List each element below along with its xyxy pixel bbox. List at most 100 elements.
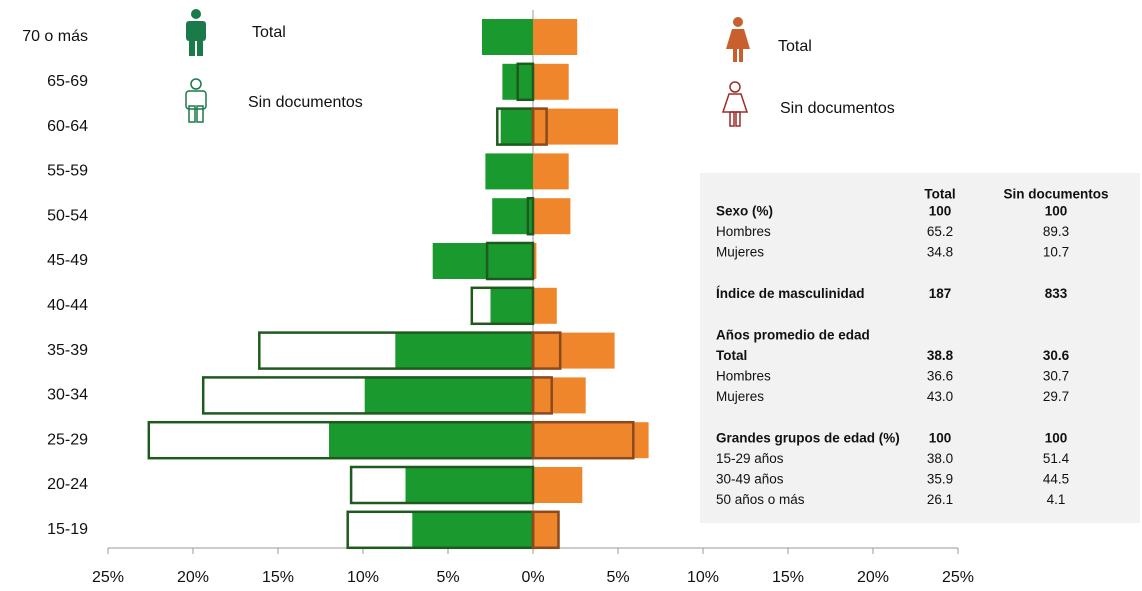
table-cell: 38.0 (927, 451, 953, 466)
bar (432, 243, 533, 279)
y-tick-label: 35-39 (47, 342, 88, 359)
table-cell: 10.7 (1043, 245, 1069, 260)
bar (533, 243, 537, 279)
table-cell: 100 (1045, 431, 1068, 446)
y-tick-label: 70 o más (22, 28, 88, 45)
bar-outline (531, 107, 548, 146)
table-row-label: Mujeres (716, 245, 764, 260)
legend-label: Total (252, 24, 286, 41)
x-tick-label: 15% (772, 569, 804, 586)
bar-outline (485, 241, 535, 281)
table-header: Total (924, 187, 955, 202)
bar (533, 63, 569, 100)
legend-label: Sin documentos (780, 100, 895, 117)
bar (405, 467, 533, 503)
y-tick-label: 55-59 (47, 163, 88, 180)
x-tick-label: 25% (942, 569, 974, 586)
legend-label: Sin documentos (248, 94, 363, 111)
bar (533, 467, 583, 503)
woman-icon-outline (721, 81, 749, 127)
bar (533, 332, 615, 369)
bar (533, 422, 649, 459)
bar (482, 19, 533, 55)
table-cell: 35.9 (927, 472, 953, 487)
table-cell: 89.3 (1043, 224, 1069, 239)
table-cell: 34.8 (927, 245, 953, 260)
bar (533, 511, 559, 548)
y-tick-label: 65-69 (47, 73, 88, 90)
table-cell: 36.6 (927, 369, 953, 384)
bar-outline (531, 510, 560, 550)
legend-label: Total (778, 38, 812, 55)
bar (533, 377, 586, 414)
bar (533, 287, 557, 324)
table-row-label: 30-49 años (716, 472, 784, 487)
x-tick-label: 5% (436, 569, 459, 586)
y-tick-label: 15-19 (47, 521, 88, 538)
x-tick-label: 20% (857, 569, 889, 586)
table-row-label: 50 años o más (716, 492, 805, 507)
x-tick-label: 10% (687, 569, 719, 586)
bar-outline (349, 465, 535, 505)
table-row-label: Años promedio de edad (716, 328, 870, 343)
bar-outline (531, 420, 635, 460)
table-header: Sin documentos (1003, 187, 1108, 202)
bar (500, 108, 533, 145)
bar (490, 287, 533, 324)
table-cell: 38.8 (927, 348, 954, 363)
table-row-label: Grandes grupos de edad (%) (716, 431, 900, 446)
woman-icon-filled (726, 17, 750, 62)
bar-outline (526, 196, 535, 236)
y-tick-label: 40-44 (47, 297, 88, 314)
x-tick-label: 5% (606, 569, 629, 586)
table-row-label: 15-29 años (716, 451, 784, 466)
table-row-label: Mujeres (716, 389, 764, 404)
bar (395, 332, 533, 369)
table-cell: 29.7 (1043, 389, 1069, 404)
table-cell: 65.2 (927, 224, 953, 239)
y-tick-label: 45-49 (47, 252, 88, 269)
table-row-label: Hombres (716, 369, 771, 384)
bar (533, 198, 571, 235)
y-tick-label: 30-34 (47, 387, 88, 404)
bar (412, 511, 533, 548)
table-cell: 100 (929, 204, 952, 219)
table-cell: 100 (929, 431, 952, 446)
bar-outline (516, 62, 535, 102)
bar (485, 153, 533, 190)
bar (364, 377, 533, 414)
man-icon-outline (185, 78, 207, 123)
x-tick-label: 15% (262, 569, 294, 586)
table-cell: 833 (1045, 286, 1068, 301)
table-cell: 51.4 (1043, 451, 1070, 466)
table-cell: 187 (929, 286, 952, 301)
table-cell: 30.7 (1043, 369, 1069, 384)
table-cell: 100 (1045, 204, 1068, 219)
bar (329, 422, 533, 459)
table-cell: 44.5 (1043, 472, 1069, 487)
bar-outline (531, 376, 553, 415)
bar-outline (531, 331, 562, 370)
bar (492, 198, 533, 235)
x-tick-label: 25% (92, 569, 124, 586)
table-box (700, 173, 1140, 523)
table-row-label: Hombres (716, 224, 771, 239)
table-row-label: Sexo (%) (716, 204, 773, 219)
man-icon-filled (186, 9, 206, 56)
bar (533, 19, 578, 55)
y-tick-label: 60-64 (47, 118, 88, 135)
table-row-label: Índice de masculinidad (716, 286, 865, 301)
table-cell: 43.0 (927, 389, 953, 404)
y-tick-label: 50-54 (47, 207, 88, 224)
table-cell: 26.1 (927, 492, 953, 507)
table-cell: 30.6 (1043, 348, 1070, 363)
x-tick-label: 10% (347, 569, 379, 586)
y-tick-label: 20-24 (47, 476, 88, 493)
y-tick-label: 25-29 (47, 431, 88, 448)
x-tick-label: 0% (521, 569, 544, 586)
bar (533, 153, 569, 190)
table-row-label: Total (716, 348, 747, 363)
bar-outline (470, 286, 535, 326)
x-tick-label: 20% (177, 569, 209, 586)
